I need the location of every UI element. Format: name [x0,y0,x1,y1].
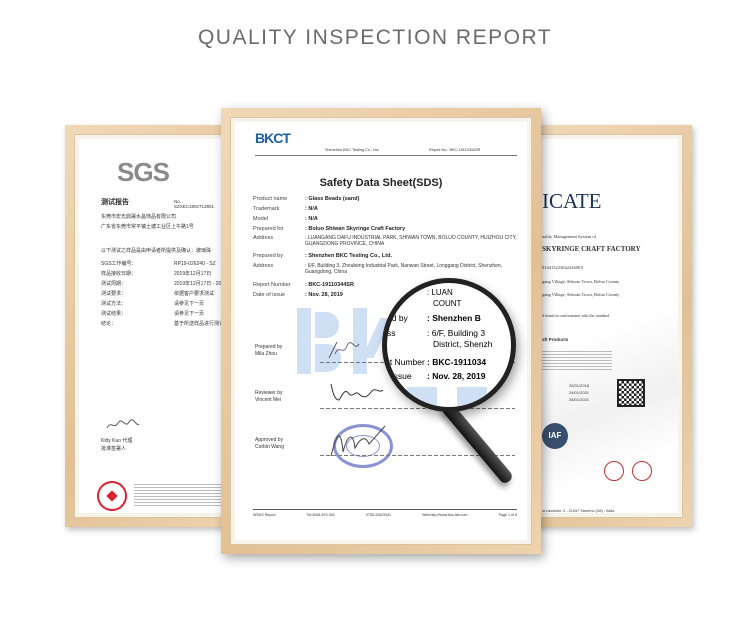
field-label: SGS工作编号： [101,261,137,267]
signature-line [320,455,515,456]
iso-certificate: ICATE uality Management System of SKYRIN… [539,139,678,513]
date: 28/01/2021 [569,397,590,402]
qr-code-icon [617,379,645,407]
approved-signature [330,425,386,457]
magnified-value: : Nov. 28, 2019 [427,371,486,381]
magnified-value: : 6/F, Building 3 District, Shenzh [427,328,493,349]
handwritten-signature [106,419,140,429]
date: 24/01/2021 [569,390,590,395]
field-product-name: Product name: Glass Beads (sand) [253,196,360,202]
lab-name: Shenzhen BKC Testing Co., Ltd. [325,148,380,152]
bkc-stamp-icon [333,424,393,468]
signer-role: 批准签署人 [101,446,127,452]
client-name: 东莞市宏氏鼎晟水晶饰品有限公司 [101,214,177,220]
field-lab-address: Address: 6/F, Building 3, Zhoubeng Indus… [253,263,503,275]
field-value: 依据客户要求测试 [174,291,215,297]
field-value: 请参见下一页 [174,311,205,317]
prepared-signature [328,341,360,359]
report-number-header: Report No.: BKC-19110344SR [429,148,481,152]
client-address: 广东省东莞市常平镇土塘工业区上午路1号 [101,224,194,230]
field-label: 结论： [101,321,117,327]
field-label: 测试周期： [101,281,127,287]
page-footer: WSDS Report Tel:4008-879-392 0755-32623341… [253,513,517,517]
address-2: gang Village, Shiwan Town, Boluo County [542,292,620,297]
signature-prepared: Prepared by Mila Zhou [255,344,283,357]
header-divider [255,155,517,156]
field-labels: SGS工作编号： 样品接收日期： 测试周期： 测试要求： 测试方法： 测试结果： 结论： [101,259,137,329]
fine-print [134,484,221,508]
left-mat: SGS 测试报告 No. SZXEC1902713801 东莞市宏氏鼎晟水晶饰品… [74,134,226,518]
report-heading: 测试报告 [101,199,129,206]
page-title: QUALITY INSPECTION REPORT [197,26,553,49]
date: 25/01/2018 [569,383,590,388]
field-value: 请参见下一页 [174,301,205,307]
signer-name: Kitty Kuo 代理 [101,438,133,444]
right-mat: ICATE uality Management System of SKYRIN… [534,134,683,518]
company-name: SKYRINGE CRAFT FACTORY [542,245,641,253]
field-values: RP19-026240 - SZ 2019年12月17日 2019年12月17日 -… [174,259,221,329]
dates: 25/01/2018 24/01/2021 28/01/2021 [569,382,589,403]
report-number: No. SZXEC1902713801 [174,199,215,209]
magnified-label: ss [387,328,396,338]
field-label: 测试方法： [101,301,127,307]
signature-line [320,408,515,409]
sgs-test-report: SGS 测试报告 No. SZXEC1902713801 东莞市宏氏鼎晟水晶饰品… [79,139,221,513]
sgs-logo: SGS [117,157,170,187]
field-date-of-issue: Date of issue: Nov. 28, 2019 [253,292,343,298]
field-client-address: Address: LUANGANG DAFU INDUSTRIAL PARK, … [253,235,517,247]
iaf-logo: IAF [542,423,568,449]
footer-address: ia Lavoisier, 3 - 21047 Saronno (VA) - I… [542,509,615,513]
address-1: gang Village, Shiwan Town, Boluo County [542,279,620,284]
conformance-text: d found in conformance with the standard [542,313,609,318]
right-certificate-frame: ICATE uality Management System of SKYRIN… [525,125,692,527]
intro-text: uality Management System of [542,234,597,239]
magnifier-lens: : LUAN COUNT ed by : Shenzhen B ss : 6/F,… [382,278,516,412]
accreditation-badges [604,461,656,481]
field-value: 基于所送样品进行测试 [174,321,221,327]
field-value: 2019年12月17日 - 2019年1 [174,281,221,287]
intro-text: 以下测试之样品是由申请者所提供及确认：玻璃珠 [101,248,212,254]
field-label: 测试要求： [101,291,127,297]
field-model: Model: N/A [253,216,318,222]
field-trademark: Trademark: N/A [253,206,318,212]
magnified-label: f issue [387,371,412,381]
field-value: 2019年12月17日 [174,271,212,277]
magnified-value: : Shenzhen B [427,313,481,323]
scope: aft Products [542,337,569,342]
magnified-label: ed by [387,313,408,323]
field-value: RP19-026240 - SZ [174,261,216,267]
magnified-text: : LUAN COUNT [427,288,462,308]
magnified-value: : BKC-1911034 [427,357,487,367]
field-label: 样品接收日期： [101,271,137,277]
company-code: 91441322304222600X [542,265,584,270]
document-heading: Safety Data Sheet(SDS) [319,177,443,189]
footer-divider [253,509,517,510]
signature-approved: Approved by Corbin Wang [255,437,284,450]
signature-reviewer: Reviewer by Vincent Mei [255,390,283,403]
field-report-number: Report Number: BKC-19110344SR [253,282,354,288]
field-prepared-for: Prepared for: Boluo Shiwan Skyringe Craf… [253,226,406,232]
red-seal-icon [97,481,127,511]
reviewer-signature [330,383,384,401]
fine-print [542,351,612,371]
left-certificate-frame: SGS 测试报告 No. SZXEC1902713801 东莞市宏氏鼎晟水晶饰品… [65,125,235,527]
field-prepared-by: Prepared by: Shenzhen BKC Testing Co., L… [253,253,392,259]
field-label: 测试结果： [101,311,127,317]
magnified-label: rt Number [387,357,425,367]
certificate-heading: ICATE [542,189,602,213]
bkct-logo: BKCT [255,130,291,146]
